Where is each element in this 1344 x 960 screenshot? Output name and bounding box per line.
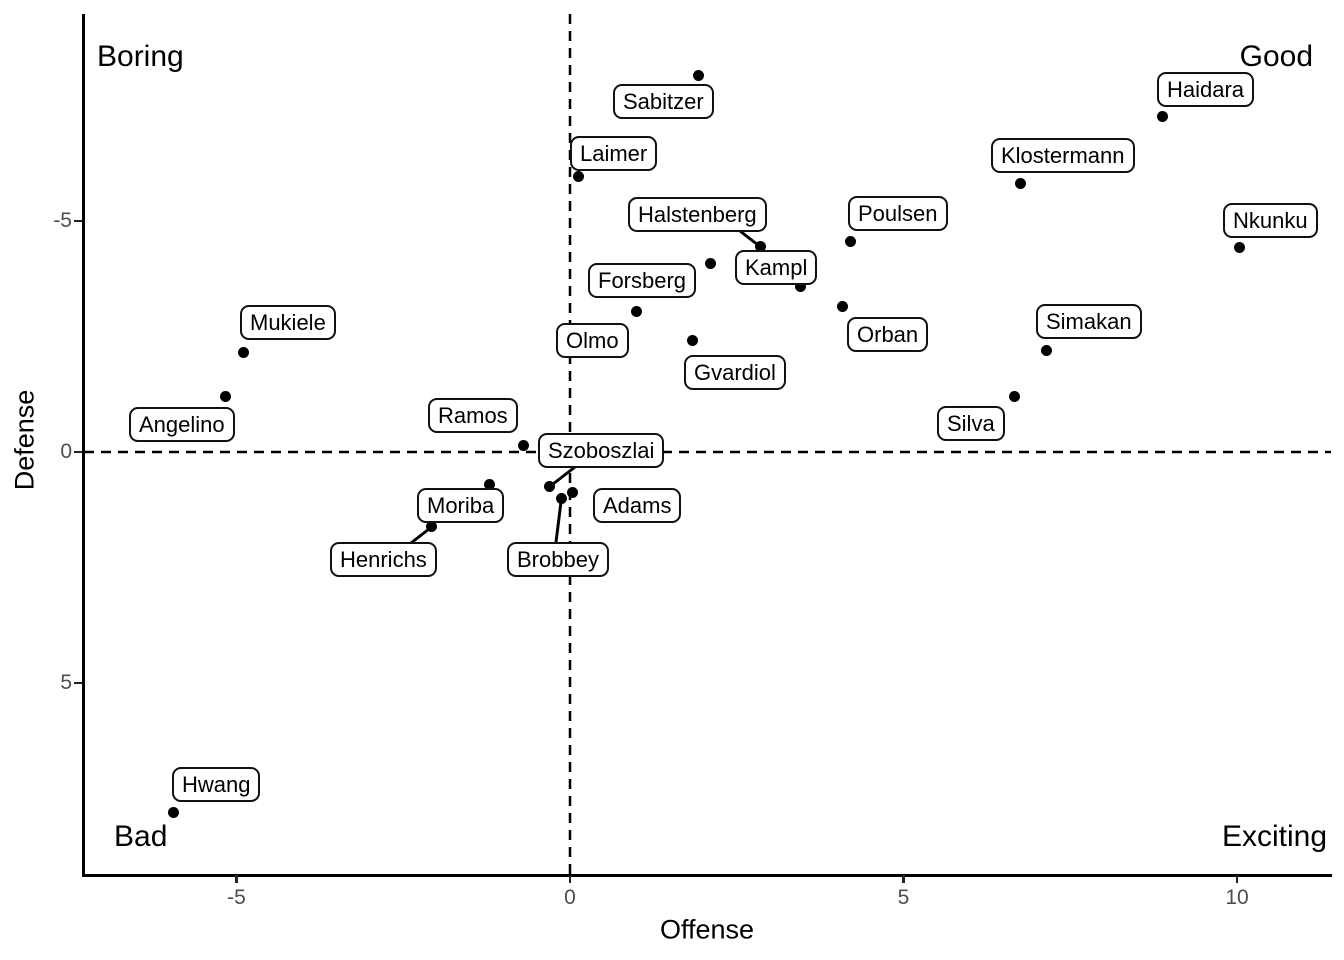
y-axis-line bbox=[82, 14, 85, 876]
y-tick-label-5: 5 bbox=[60, 671, 72, 694]
data-point-szoboszlai bbox=[544, 480, 556, 492]
quadrant-label-good: Good bbox=[1239, 40, 1313, 73]
player-label-mukiele: Mukiele bbox=[240, 305, 336, 340]
player-label-adams: Adams bbox=[593, 488, 682, 523]
player-label-henrichs: Henrichs bbox=[330, 542, 437, 577]
player-label-angelino: Angelino bbox=[129, 407, 235, 442]
data-point-mukiele bbox=[238, 346, 250, 358]
player-label-orban: Orban bbox=[847, 317, 929, 352]
data-point-haidara bbox=[1156, 110, 1168, 122]
data-point-laimer bbox=[572, 170, 584, 182]
quadrant-label-boring: Boring bbox=[97, 40, 184, 73]
y-axis-title: Defense bbox=[9, 389, 40, 491]
data-point-sabitzer bbox=[693, 69, 705, 81]
data-point-brobbey bbox=[556, 492, 568, 504]
data-point-silva bbox=[1008, 390, 1020, 402]
y-tick-mark-0 bbox=[74, 450, 82, 454]
x-axis-line bbox=[82, 874, 1332, 877]
player-label-halstenberg: Halstenberg bbox=[628, 197, 767, 232]
player-label-ramos: Ramos bbox=[428, 398, 518, 433]
data-point-kampl bbox=[794, 280, 806, 292]
leader-line-brobbey bbox=[554, 501, 563, 543]
player-label-klostermann: Klostermann bbox=[991, 138, 1135, 173]
player-label-kampl: Kampl bbox=[735, 250, 818, 285]
data-point-hwang bbox=[167, 807, 179, 819]
y-tick-label--5: -5 bbox=[53, 209, 72, 232]
x-axis-title: Offense bbox=[659, 914, 755, 945]
data-point-klostermann bbox=[1014, 177, 1026, 189]
y-tick-mark--5 bbox=[74, 219, 82, 223]
x-tick-mark-5 bbox=[902, 875, 905, 883]
player-label-gvardiol: Gvardiol bbox=[684, 355, 786, 390]
data-point-nkunku bbox=[1233, 242, 1245, 254]
x-tick-mark--5 bbox=[235, 875, 238, 883]
player-label-olmo: Olmo bbox=[556, 323, 629, 358]
quadrant-label-bad: Bad bbox=[114, 820, 168, 853]
player-label-szoboszlai: Szoboszlai bbox=[538, 433, 665, 468]
player-label-brobbey: Brobbey bbox=[507, 542, 609, 577]
data-point-forsberg bbox=[705, 257, 717, 269]
player-label-haidara: Haidara bbox=[1157, 72, 1255, 107]
data-point-adams bbox=[567, 486, 579, 498]
data-point-moriba bbox=[484, 479, 496, 491]
data-point-ramos bbox=[517, 440, 529, 452]
player-label-nkunku: Nkunku bbox=[1223, 203, 1318, 238]
player-label-poulsen: Poulsen bbox=[848, 196, 948, 231]
data-point-henrichs bbox=[426, 521, 438, 533]
y-tick-mark-5 bbox=[74, 681, 82, 685]
leader-line-halstenberg bbox=[739, 229, 759, 247]
leader-line-henrichs bbox=[410, 527, 430, 545]
player-label-moriba: Moriba bbox=[417, 488, 505, 523]
player-label-sabitzer: Sabitzer bbox=[613, 84, 714, 119]
x-tick-label-5: 5 bbox=[897, 886, 910, 909]
player-label-hwang: Hwang bbox=[172, 767, 261, 802]
player-label-silva: Silva bbox=[937, 406, 1005, 441]
data-point-halstenberg bbox=[755, 241, 767, 253]
player-label-simakan: Simakan bbox=[1036, 304, 1142, 339]
quadrant-label-exciting: Exciting bbox=[1221, 820, 1327, 853]
data-point-orban bbox=[837, 300, 849, 312]
data-point-olmo bbox=[630, 305, 642, 317]
data-point-simakan bbox=[1040, 345, 1052, 357]
player-label-laimer: Laimer bbox=[570, 136, 658, 171]
x-tick-label-0: 0 bbox=[564, 886, 576, 909]
data-point-poulsen bbox=[844, 236, 856, 248]
x-tick-mark-0 bbox=[568, 875, 572, 883]
x-tick-label--5: -5 bbox=[227, 886, 246, 909]
x-tick-mark-10 bbox=[1235, 875, 1239, 883]
x-tick-label-10: 10 bbox=[1225, 886, 1249, 909]
player-label-forsberg: Forsberg bbox=[588, 263, 697, 298]
y-tick-label-0: 0 bbox=[60, 440, 72, 463]
leader-line-szoboszlai bbox=[552, 465, 576, 486]
data-point-angelino bbox=[219, 390, 231, 402]
data-point-gvardiol bbox=[686, 334, 698, 346]
